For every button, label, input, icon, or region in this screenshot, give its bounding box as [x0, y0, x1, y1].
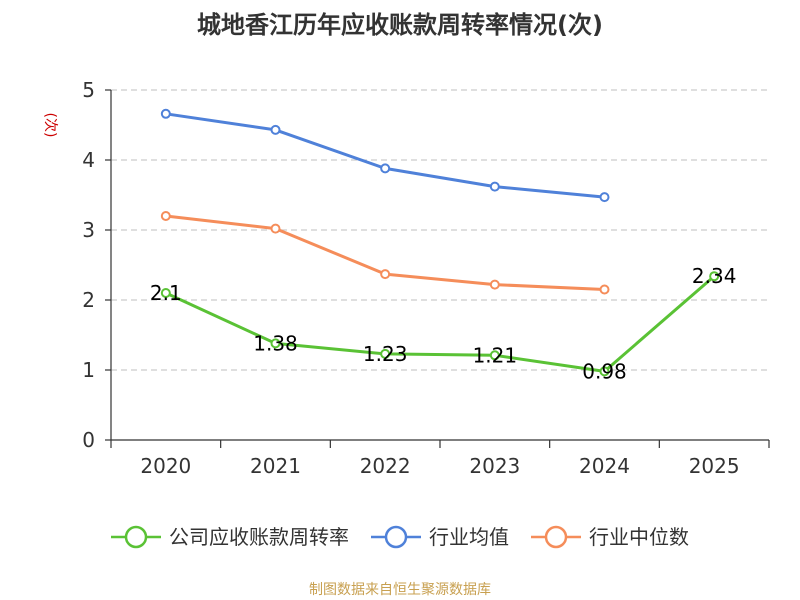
y-tick-label: 5 [82, 78, 95, 102]
data-point[interactable] [599, 284, 610, 295]
data-point[interactable] [160, 108, 171, 119]
data-label: 1.38 [253, 331, 298, 355]
data-point[interactable] [709, 271, 720, 282]
data-point[interactable] [160, 211, 171, 221]
series-line [165, 275, 716, 373]
data-point[interactable] [599, 192, 610, 203]
x-tick-label: 2023 [469, 454, 520, 478]
data-labels: 2.1 1.38 1.23 1.21 0.98 2.34 [150, 264, 737, 383]
data-point[interactable] [380, 163, 391, 174]
y-tick-label: 2 [82, 288, 95, 312]
legend-item[interactable]: 公司应收账款周转率 [111, 525, 349, 549]
data-label: 1.23 [363, 342, 408, 366]
data-point[interactable] [380, 348, 391, 359]
legend-label: 公司应收账款周转率 [169, 525, 349, 549]
legend-item[interactable]: 行业均值 [371, 525, 509, 549]
data-point[interactable] [489, 279, 500, 290]
legend-item[interactable]: 行业中位数 [531, 525, 689, 549]
legend-marker-icon [544, 525, 568, 549]
legend-label: 行业均值 [429, 525, 509, 549]
series [160, 108, 720, 377]
chart-title: 城地香江历年应收账款周转率情况(次) [197, 11, 603, 39]
legend-marker-icon [124, 525, 148, 549]
x-tick-label: 2024 [579, 454, 630, 478]
y-tick-label: 0 [82, 428, 95, 452]
source-note: 制图数据来自恒生聚源数据库 [309, 582, 491, 598]
data-label: 0.98 [582, 359, 627, 383]
data-label: 2.1 [150, 281, 182, 305]
legend-label: 行业中位数 [589, 525, 689, 549]
legend[interactable]: 公司应收账款周转率 行业均值 行业中位数 [111, 525, 689, 549]
x-tick-label: 2022 [360, 454, 411, 478]
y-axis-label: (次) [42, 113, 58, 138]
y-tick-label: 1 [82, 358, 95, 382]
grid [111, 89, 769, 371]
data-point[interactable] [489, 181, 500, 192]
data-point[interactable] [160, 288, 171, 298]
x-tick-label: 2020 [140, 454, 191, 478]
y-tick-label: 4 [82, 148, 95, 172]
x-tick-label: 2021 [250, 454, 301, 478]
axes: 0 1 2 3 4 5 2020 2021 2022 2023 2024 2025 [82, 78, 770, 478]
legend-marker-icon [384, 525, 408, 549]
series-line [165, 112, 605, 199]
data-point[interactable] [599, 366, 610, 377]
y-tick-label: 3 [82, 218, 95, 242]
data-point[interactable] [489, 350, 500, 361]
x-tick-label: 2025 [689, 454, 740, 478]
data-label: 2.34 [692, 264, 737, 288]
data-point[interactable] [380, 269, 391, 280]
data-point[interactable] [270, 338, 281, 349]
data-point[interactable] [270, 223, 281, 234]
data-point[interactable] [270, 124, 281, 135]
data-label: 1.21 [473, 343, 518, 367]
